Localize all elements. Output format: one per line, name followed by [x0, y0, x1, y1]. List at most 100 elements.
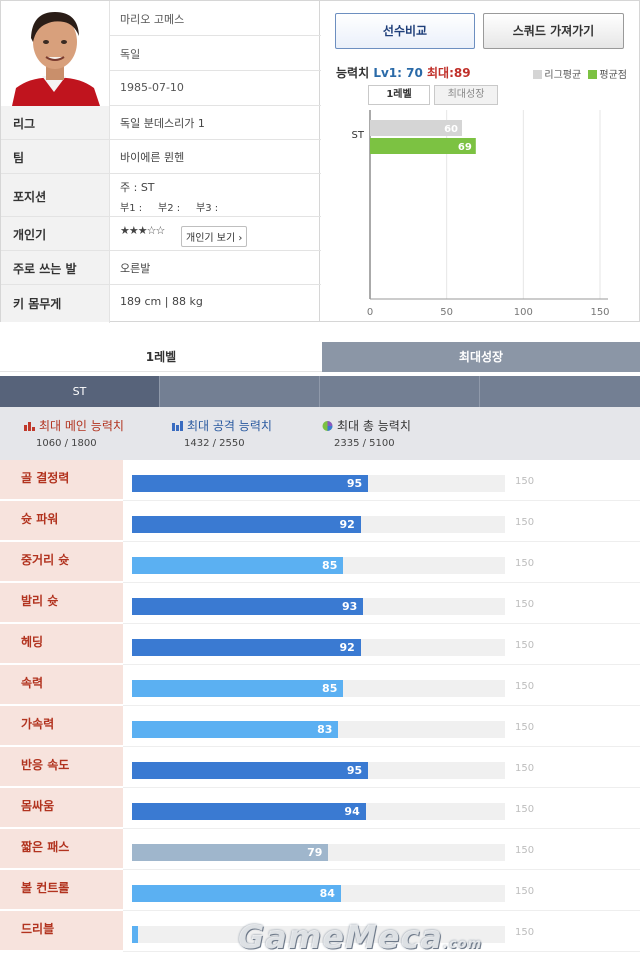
bar-chart-icon — [24, 422, 35, 431]
name-row: 마리오 고메스 — [109, 1, 321, 36]
row-divider — [123, 951, 640, 952]
stat-bar-track: 85 — [132, 680, 505, 697]
summary-attack: 최대 공격 능력치 1432 / 2550 — [172, 417, 272, 449]
position-label: 포지션 — [13, 190, 47, 204]
summary-attack-title: 최대 공격 능력치 — [187, 419, 272, 433]
legend-avg-label: 평균점 — [599, 70, 627, 81]
row-divider — [123, 541, 640, 542]
position-tab-empty-1 — [160, 376, 320, 407]
stat-bar-fill: 93 — [132, 598, 364, 615]
stat-label: 속력 — [0, 665, 123, 705]
stat-bar-fill: 79 — [132, 844, 329, 861]
ability-title: 능력치 Lv1: 70 최대:89 — [336, 64, 471, 81]
stat-bar-track: 92 — [132, 639, 505, 656]
position-tabbar: ST — [0, 376, 640, 407]
stat-max-label: 150 — [515, 845, 535, 856]
stat-bar-fill: 95 — [132, 762, 369, 779]
body-row: 키 몸무게 189 cm | 88 kg — [1, 285, 321, 321]
summary-total: 최대 총 능력치 2335 / 5100 — [322, 417, 411, 449]
row-divider — [123, 623, 640, 624]
position-tab-empty-2 — [320, 376, 480, 407]
x-tick-label: 0 — [367, 307, 373, 318]
row-divider — [123, 787, 640, 788]
position-row: 포지션 주 : ST 부1 : 부2 : 부3 : — [1, 174, 321, 217]
stat-bar-fill: 92 — [132, 639, 361, 656]
stat-row: 헤딩 92 150 — [0, 624, 640, 665]
x-tick-label: 50 — [440, 307, 453, 318]
league-row: 리그 독일 분데스리가 1 — [1, 106, 321, 140]
tab-level1[interactable]: 1레벨 — [0, 342, 322, 372]
category-label: ST — [352, 130, 365, 141]
player-birth: 1985-07-10 — [120, 81, 184, 94]
stat-max-label: 150 — [515, 517, 535, 528]
stat-max-label: 150 — [515, 681, 535, 692]
stat-label: 반응 속도 — [0, 747, 123, 787]
legend-league-swatch — [533, 70, 543, 79]
row-divider — [123, 746, 640, 747]
stat-bar-track: 79 — [132, 844, 505, 861]
data-label: 69 — [458, 142, 472, 153]
stat-label: 슛 파워 — [0, 501, 123, 541]
stat-row: 드리블 150 — [0, 911, 640, 952]
row-divider — [123, 910, 640, 911]
gamemeca-watermark: GameMeca.com — [238, 918, 483, 956]
league-value: 독일 분데스리가 1 — [120, 117, 205, 130]
ability-panel: 선수비교 스쿼드 가져가기 능력치 Lv1: 70 최대:89 리그평균 평균점… — [320, 0, 640, 322]
take-squad-button[interactable]: 스쿼드 가져가기 — [483, 13, 624, 49]
stat-row: 짧은 패스 79 150 — [0, 829, 640, 870]
chart-legend: 리그평균 평균점 — [533, 66, 627, 81]
stat-max-label: 150 — [515, 927, 535, 938]
stat-bar-track: 94 — [132, 803, 505, 820]
row-divider — [123, 828, 640, 829]
stat-label: 짧은 패스 — [0, 829, 123, 869]
summary-main-value: 1060 / 1800 — [36, 438, 97, 449]
body-label: 키 몸무게 — [13, 297, 62, 311]
stat-bar-track: 85 — [132, 557, 505, 574]
stat-bar-fill: 94 — [132, 803, 366, 820]
stat-row: 가속력 83 150 — [0, 706, 640, 747]
stat-row: 몸싸움 94 150 — [0, 788, 640, 829]
team-row: 팀 바이에른 뮌헨 — [1, 140, 321, 174]
position-tab-st[interactable]: ST — [0, 376, 160, 407]
stat-row: 골 결정력 95 150 — [0, 460, 640, 501]
series-bar-0 — [370, 120, 462, 136]
stat-row: 반응 속도 95 150 — [0, 747, 640, 788]
chart-tab-level1[interactable]: 1레벨 — [368, 85, 430, 105]
position-sub: 부1 : 부2 : 부3 : — [120, 203, 219, 214]
team-label: 팀 — [13, 151, 25, 165]
view-skills-button[interactable]: 개인기 보기 › — [181, 226, 248, 247]
stat-max-label: 150 — [515, 804, 535, 815]
stat-bar-track: 84 — [132, 885, 505, 902]
stat-max-label: 150 — [515, 722, 535, 733]
legend-avg-swatch — [588, 70, 598, 79]
stat-row: 중거리 슛 85 150 — [0, 542, 640, 583]
player-profile: 마리오 고메스 독일 1985-07-10 리그 독일 분데스리가 1 팀 바이… — [0, 0, 640, 323]
data-label: 60 — [444, 124, 458, 135]
row-divider — [123, 664, 640, 665]
summary-total-title: 최대 총 능력치 — [337, 419, 411, 433]
ability-lv: Lv1: 70 — [373, 66, 423, 80]
stat-bar-fill: 85 — [132, 680, 344, 697]
foot-value: 오른발 — [120, 262, 151, 275]
ability-summary: 최대 메인 능력치 1060 / 1800 최대 공격 능력치 1432 / 2… — [0, 407, 640, 460]
skill-label: 개인기 — [13, 228, 47, 242]
stat-bar-fill: 84 — [132, 885, 341, 902]
summary-attack-value: 1432 / 2550 — [184, 438, 245, 449]
team-value: 바이에른 뮌헨 — [120, 151, 185, 164]
compare-player-button[interactable]: 선수비교 — [335, 13, 475, 49]
stat-bar-track: 83 — [132, 721, 505, 738]
nation-row: 독일 — [109, 36, 321, 71]
position-main: 주 : ST — [120, 181, 155, 194]
stat-max-label: 150 — [515, 763, 535, 774]
column-divider — [109, 1, 110, 323]
stat-row: 슛 파워 92 150 — [0, 501, 640, 542]
stat-bar-track: 92 — [132, 516, 505, 533]
stat-label: 볼 컨트롤 — [0, 870, 123, 910]
player-name: 마리오 고메스 — [120, 13, 185, 26]
summary-total-value: 2335 / 5100 — [334, 438, 395, 449]
bar-chart-icon — [172, 421, 183, 431]
summary-main-title: 최대 메인 능력치 — [39, 419, 124, 433]
tab-maxgrowth[interactable]: 최대성장 — [322, 342, 640, 372]
chart-tab-maxgrowth[interactable]: 최대성장 — [434, 85, 498, 105]
